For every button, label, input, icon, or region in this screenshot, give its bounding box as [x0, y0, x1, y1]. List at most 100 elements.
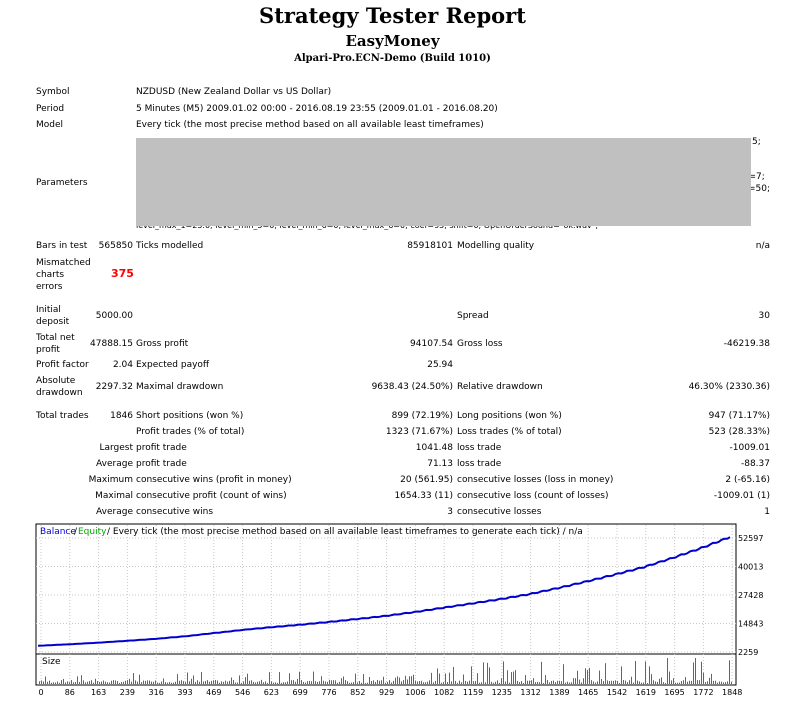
size-bar — [367, 682, 368, 684]
short-value: 899 (72.19%) — [391, 411, 453, 421]
size-bar — [347, 681, 348, 684]
size-bar — [317, 681, 318, 684]
x-tick-label: 776 — [321, 688, 336, 697]
size-bar — [155, 680, 156, 684]
size-bar — [665, 682, 666, 684]
size-bar — [127, 680, 128, 684]
pf-value: 2.04 — [112, 360, 133, 370]
x-tick-label: 316 — [149, 688, 164, 697]
size-bar — [275, 682, 276, 684]
y-tick-label: 52597 — [738, 534, 763, 543]
size-bar — [579, 679, 580, 684]
size-bar — [141, 682, 142, 684]
size-bar — [461, 682, 462, 684]
size-bar — [77, 676, 78, 684]
size-bar — [641, 682, 642, 684]
size-bar — [583, 678, 584, 684]
size-bar — [61, 680, 62, 684]
size-bar — [419, 680, 420, 684]
size-bar — [197, 680, 198, 684]
size-bar — [621, 666, 622, 684]
size-bar — [351, 682, 352, 684]
size-bar — [689, 680, 690, 684]
size-bar — [379, 680, 380, 684]
size-bar — [603, 681, 604, 684]
size-bar — [731, 681, 732, 684]
size-bar — [315, 681, 316, 684]
size-bar — [199, 681, 200, 684]
size-bar — [395, 677, 396, 684]
avg-profit-label: profit trade — [136, 459, 187, 469]
size-bar — [679, 682, 680, 684]
size-bar — [311, 681, 312, 684]
size-bar — [375, 681, 376, 684]
report-title: Strategy Tester Report — [259, 3, 526, 28]
size-bar — [405, 675, 406, 684]
x-tick-label: 1312 — [520, 688, 540, 697]
mismatch-label: charts — [36, 270, 65, 280]
size-bar — [87, 681, 88, 684]
size-bar — [161, 681, 162, 684]
x-tick-label: 546 — [235, 688, 250, 697]
size-bar — [335, 680, 336, 684]
size-bar — [393, 680, 394, 684]
bars-value: 565850 — [98, 241, 133, 251]
size-bar — [213, 680, 214, 684]
size-bar — [381, 680, 382, 684]
spread-value: 30 — [758, 311, 770, 321]
size-bar — [415, 680, 416, 684]
size-bar — [559, 680, 560, 684]
legend-rest: / Every tick (the most precise method ba… — [107, 527, 583, 537]
size-bar — [607, 680, 608, 684]
size-bar — [301, 680, 302, 684]
size-bar — [287, 681, 288, 684]
size-bar — [121, 681, 122, 684]
size-bar — [247, 673, 248, 684]
size-bar — [601, 679, 602, 684]
size-bar — [181, 680, 182, 684]
size-bar — [507, 670, 508, 684]
size-bar — [129, 678, 130, 684]
parameters-fragment: 5; — [752, 137, 761, 147]
size-bar — [567, 681, 568, 684]
size-bar — [257, 681, 258, 684]
size-bar — [47, 681, 48, 684]
size-bar — [643, 682, 644, 684]
grossloss-label: Gross loss — [457, 339, 503, 349]
size-bar — [697, 680, 698, 684]
size-bar — [289, 673, 290, 684]
long-value: 947 (71.17%) — [708, 411, 770, 421]
period-label: Period — [36, 104, 65, 114]
size-bar — [193, 675, 194, 684]
grossprofit-label: Gross profit — [136, 339, 189, 349]
size-bar — [245, 677, 246, 684]
expert-name: EasyMoney — [345, 32, 440, 50]
maximum-label: Maximum — [88, 475, 133, 485]
size-bar — [519, 682, 520, 684]
size-bar — [391, 682, 392, 684]
size-bar — [281, 682, 282, 684]
ep-label: Expected payoff — [136, 360, 210, 370]
size-bar — [243, 681, 244, 684]
size-bar — [503, 661, 504, 684]
x-tick-label: 1235 — [492, 688, 512, 697]
absdd-label: Absolute — [36, 376, 76, 386]
mismatch-label: errors — [36, 282, 63, 292]
x-tick-label: 623 — [264, 688, 279, 697]
size-bar — [63, 678, 64, 684]
size-bar — [221, 681, 222, 684]
size-bar — [119, 682, 120, 684]
size-bar — [207, 680, 208, 684]
size-bar — [399, 677, 400, 684]
size-bar — [145, 680, 146, 684]
size-bar — [565, 682, 566, 684]
size-bar — [699, 680, 700, 684]
size-bar — [407, 679, 408, 684]
size-bar — [719, 681, 720, 684]
size-bar — [83, 680, 84, 684]
size-bar — [215, 680, 216, 684]
size-bar — [469, 680, 470, 684]
size-bar — [151, 681, 152, 684]
initial-value: 5000.00 — [95, 311, 133, 321]
x-tick-label: 1389 — [549, 688, 569, 697]
